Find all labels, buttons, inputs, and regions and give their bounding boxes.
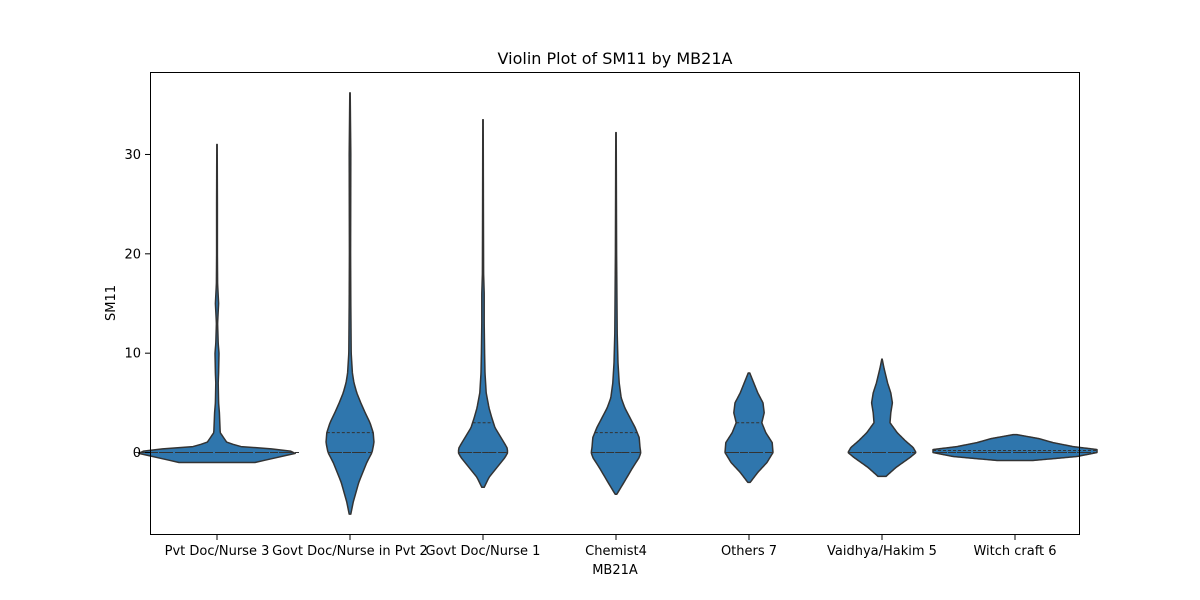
x-axis: Pvt Doc/Nurse 3 Govt Doc/Nurse in Pvt 2Go…: [165, 535, 1057, 559]
violin-body: [724, 372, 774, 484]
y-tick-label: 20: [124, 247, 141, 262]
y-tick-label: 0: [133, 446, 141, 461]
x-tick-label: Govt Doc/Nurse in Pvt 2: [272, 544, 428, 559]
x-tick-label: Witch craft 6: [973, 544, 1056, 559]
y-tick-label: 10: [124, 347, 141, 362]
violins-layer: [135, 92, 1098, 515]
violin-body: [457, 118, 509, 489]
x-tick-label: Vaidhya/Hakim 5: [827, 544, 937, 559]
x-tick-label: Others 7: [721, 544, 777, 559]
violin-body: [138, 143, 296, 464]
violin-body: [590, 131, 642, 496]
y-tick-label: 30: [124, 148, 141, 163]
x-axis-label: MB21A: [592, 563, 638, 578]
y-axis: 0 10 20 30: [124, 148, 150, 461]
chart-title: Violin Plot of SM11 by MB21A: [498, 49, 733, 68]
violin-body: [847, 358, 917, 478]
x-tick-label: Pvt Doc/Nurse 3: [165, 544, 270, 559]
plot-frame: [150, 72, 1080, 535]
x-tick-label: Govt Doc/Nurse 1: [426, 544, 541, 559]
y-axis-label: SM11: [104, 285, 119, 321]
x-tick-label: Chemist4: [585, 544, 647, 559]
violin-body: [325, 92, 375, 515]
violin-body: [932, 433, 1098, 462]
